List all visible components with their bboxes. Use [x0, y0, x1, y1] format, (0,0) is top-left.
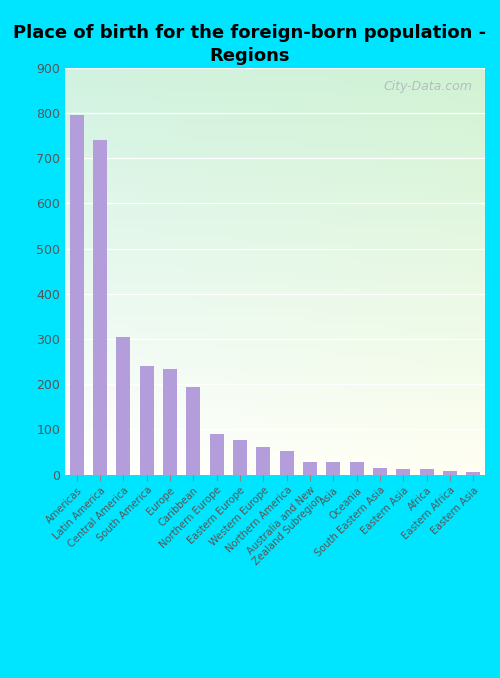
Bar: [443, 471, 457, 475]
Bar: [140, 366, 153, 475]
Bar: [116, 337, 130, 475]
Bar: [210, 434, 224, 475]
Bar: [396, 469, 410, 475]
Text: Place of birth for the foreign-born population -
Regions: Place of birth for the foreign-born popu…: [14, 24, 486, 65]
Bar: [373, 468, 387, 475]
Text: City-Data.com: City-Data.com: [384, 80, 472, 93]
Bar: [186, 387, 200, 475]
Bar: [350, 462, 364, 475]
Bar: [280, 451, 293, 475]
Bar: [326, 462, 340, 475]
Bar: [303, 462, 317, 475]
Bar: [70, 115, 84, 475]
Bar: [466, 473, 480, 475]
Bar: [420, 469, 434, 475]
Bar: [163, 370, 177, 475]
Bar: [233, 440, 247, 475]
Bar: [256, 447, 270, 475]
Bar: [93, 140, 107, 475]
